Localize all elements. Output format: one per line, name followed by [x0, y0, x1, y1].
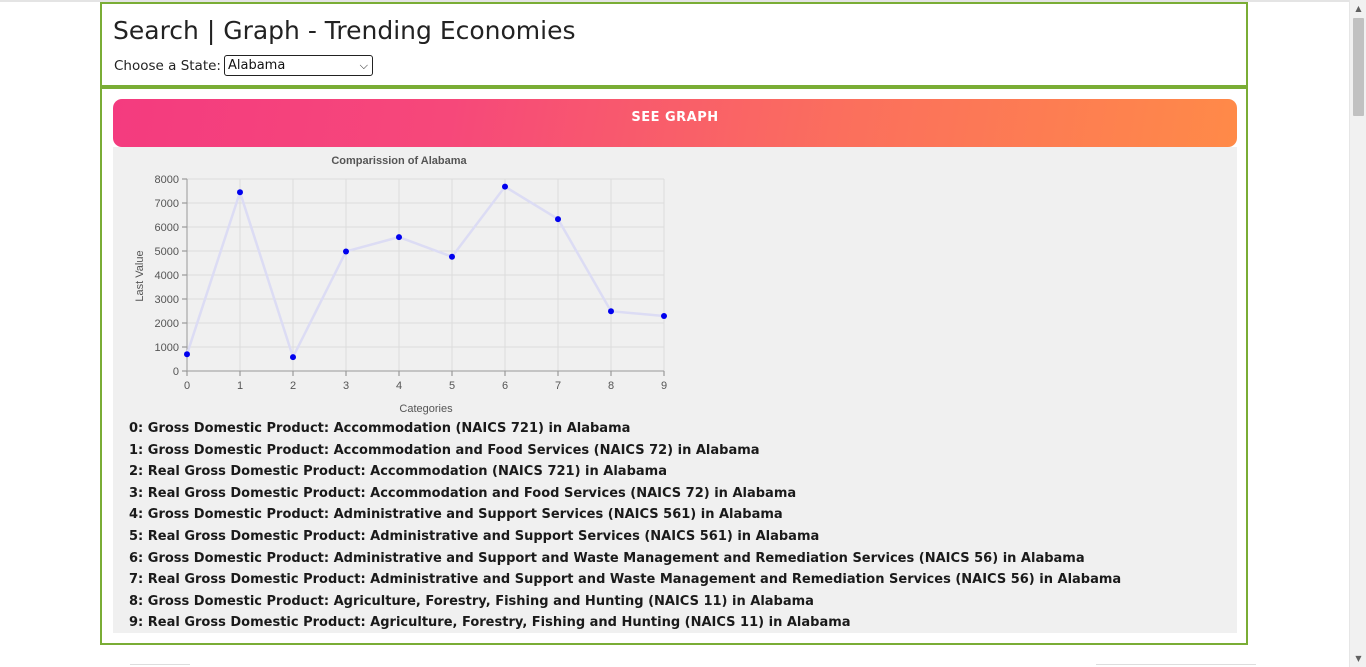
- scroll-down-icon[interactable]: ▼: [1355, 653, 1362, 663]
- chevron-down-icon: ⌵: [359, 58, 368, 72]
- y-tick-label: 2000: [155, 318, 179, 330]
- data-point: [396, 234, 402, 241]
- data-point: [555, 216, 561, 223]
- scroll-thumb[interactable]: [1353, 18, 1364, 116]
- data-point: [661, 313, 667, 320]
- chart-axes: 0 1000 2000 3000 4000 5000 6000 7000 8000 0 1 2 3 4 5 6…: [155, 174, 668, 392]
- footer-edge-left: [130, 664, 190, 667]
- x-tick-label: 0: [184, 380, 190, 392]
- data-point: [608, 308, 614, 315]
- y-tick-label: 4000: [155, 270, 179, 282]
- chart-series: [184, 183, 667, 361]
- y-tick-label: 7000: [155, 198, 179, 210]
- x-tick-label: 7: [555, 380, 561, 392]
- x-tick-label: 6: [502, 380, 508, 392]
- legend-item: 3: Real Gross Domestic Product: Accommod…: [129, 485, 797, 501]
- series-line: [185, 185, 665, 361]
- y-tick-label: 5000: [155, 246, 179, 258]
- page-scrollbar[interactable]: ▲ ▼: [1349, 0, 1366, 667]
- graph-panel: 0 1000 2000 3000 4000 5000 6000 7000 8000 0 1 2 3 4 5 6…: [113, 147, 1237, 633]
- x-tick-label: 2: [290, 380, 296, 392]
- x-tick-label: 1: [237, 380, 243, 392]
- y-tick-label: 8000: [155, 174, 179, 186]
- data-point: [237, 189, 243, 196]
- footer-edge-right: [1096, 664, 1256, 667]
- state-select[interactable]: Alabama ⌵: [223, 55, 373, 76]
- browser-top-edge: [0, 0, 1349, 2]
- state-chooser: Choose a State: Alabama ⌵: [114, 55, 373, 76]
- data-point: [449, 253, 455, 260]
- data-point: [502, 183, 508, 190]
- data-point: [184, 351, 190, 358]
- legend-item: 7: Real Gross Domestic Product: Administ…: [129, 572, 1122, 588]
- data-point: [290, 354, 296, 361]
- data-point: [343, 248, 349, 255]
- legend-item: 1: Gross Domestic Product: Accommodation…: [129, 442, 760, 458]
- x-tick-label: 8: [608, 380, 614, 392]
- legend-item: 8: Gross Domestic Product: Agriculture, …: [129, 593, 814, 609]
- x-tick-label: 9: [661, 380, 667, 392]
- chart-title: Comparission of Alabama: [331, 155, 467, 167]
- state-label: Choose a State:: [114, 57, 221, 74]
- legend-item: 2: Real Gross Domestic Product: Accommod…: [129, 464, 667, 480]
- state-select-value: Alabama: [227, 58, 286, 73]
- graph-section: SEE GRAPH 0 1000 2000 3000 4000 5000 6000 7000 8…: [100, 87, 1248, 645]
- y-tick-label: 3000: [155, 294, 179, 306]
- y-tick-label: 1000: [155, 342, 179, 354]
- x-tick-label: 3: [343, 380, 349, 392]
- y-axis-label: Last Value: [134, 250, 146, 301]
- category-legend: 0: Gross Domestic Product: Accommodation…: [129, 418, 1121, 634]
- legend-item: 9: Real Gross Domestic Product: Agricult…: [129, 615, 851, 631]
- y-tick-label: 0: [173, 366, 179, 378]
- page-title: Search | Graph - Trending Economies: [113, 16, 576, 45]
- legend-item: 0: Gross Domestic Product: Accommodation…: [129, 421, 631, 436]
- chart-grid: [186, 178, 665, 372]
- legend-item: 6: Gross Domestic Product: Administrativ…: [129, 550, 1085, 566]
- x-tick-label: 5: [449, 380, 455, 392]
- see-graph-button[interactable]: SEE GRAPH: [113, 99, 1237, 147]
- legend-item: 4: Gross Domestic Product: Administrativ…: [129, 507, 783, 523]
- x-tick-label: 4: [396, 380, 402, 392]
- legend-item: 5: Real Gross Domestic Product: Administ…: [129, 528, 820, 544]
- y-tick-label: 6000: [155, 222, 179, 234]
- search-header: Search | Graph - Trending Economies Choo…: [100, 2, 1248, 87]
- line-chart: 0 1000 2000 3000 4000 5000 6000 7000 8000 0 1 2 3 4 5 6…: [134, 155, 668, 415]
- scroll-up-icon[interactable]: ▲: [1355, 3, 1362, 13]
- x-axis-label: Categories: [399, 403, 453, 415]
